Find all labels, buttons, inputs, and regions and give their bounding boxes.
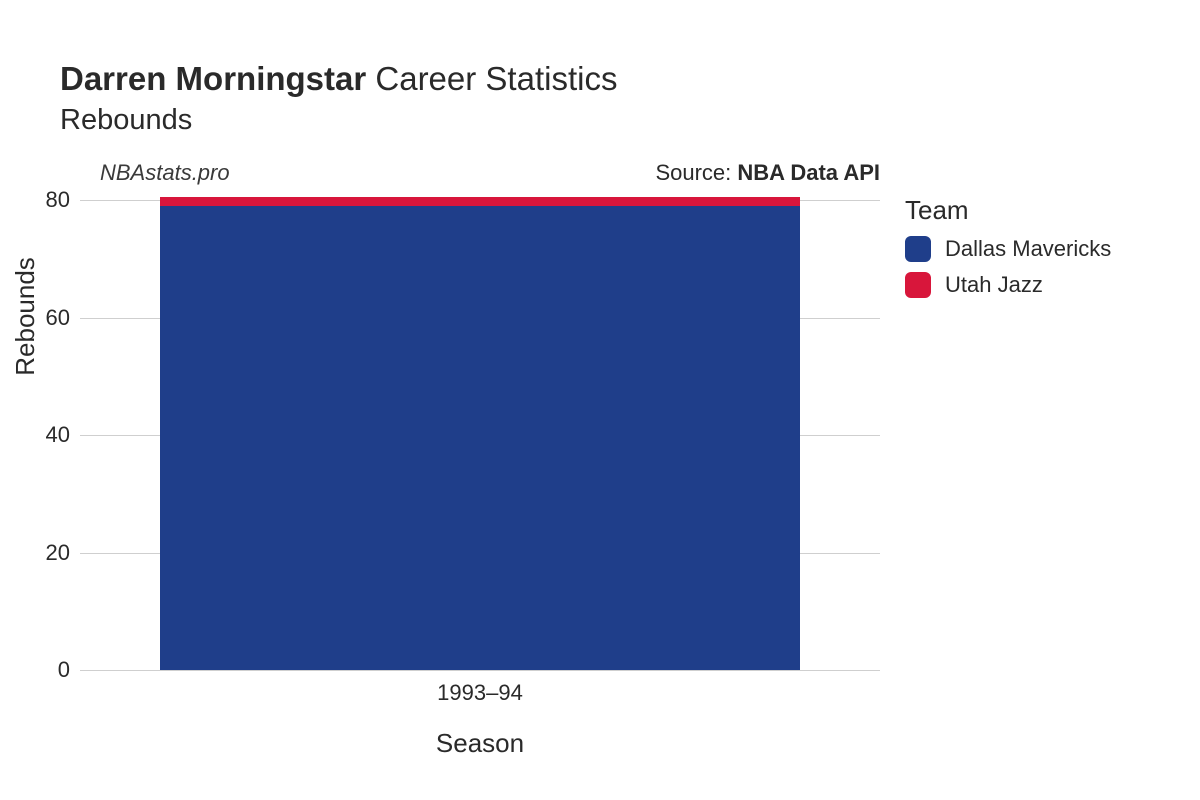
x-axis-label: Season: [80, 728, 880, 759]
chart-title-block: Darren Morningstar Career Statistics Reb…: [60, 60, 617, 137]
bar-stack: [160, 197, 800, 670]
y-tick-label: 60: [46, 305, 70, 331]
chart-title-normal: Career Statistics: [366, 60, 617, 97]
legend-swatch: [905, 272, 931, 298]
legend-title: Team: [905, 195, 1111, 226]
legend-item: Dallas Mavericks: [905, 236, 1111, 262]
bar-segment: [160, 206, 800, 670]
y-tick-label: 0: [58, 657, 70, 683]
watermark-text: NBAstats.pro: [100, 160, 230, 186]
source-prefix: Source:: [655, 160, 737, 185]
legend: Team Dallas Mavericks Utah Jazz: [905, 195, 1111, 308]
y-tick-label: 80: [46, 187, 70, 213]
source-text: Source: NBA Data API: [655, 160, 880, 186]
chart-title: Darren Morningstar Career Statistics: [60, 60, 617, 98]
legend-label: Dallas Mavericks: [945, 236, 1111, 262]
annotation-row: NBAstats.pro Source: NBA Data API: [100, 160, 880, 188]
plot-area: 0204060801993–94: [80, 200, 880, 670]
gridline: [80, 670, 880, 671]
x-tick-label: 1993–94: [437, 680, 523, 706]
chart-subtitle: Rebounds: [60, 104, 617, 137]
legend-label: Utah Jazz: [945, 272, 1043, 298]
source-name: NBA Data API: [737, 160, 880, 185]
chart-title-bold: Darren Morningstar: [60, 60, 366, 97]
legend-swatch: [905, 236, 931, 262]
y-tick-label: 40: [46, 422, 70, 448]
y-tick-label: 20: [46, 540, 70, 566]
legend-item: Utah Jazz: [905, 272, 1111, 298]
y-axis-label: Rebounds: [10, 257, 41, 376]
bar-segment: [160, 197, 800, 206]
